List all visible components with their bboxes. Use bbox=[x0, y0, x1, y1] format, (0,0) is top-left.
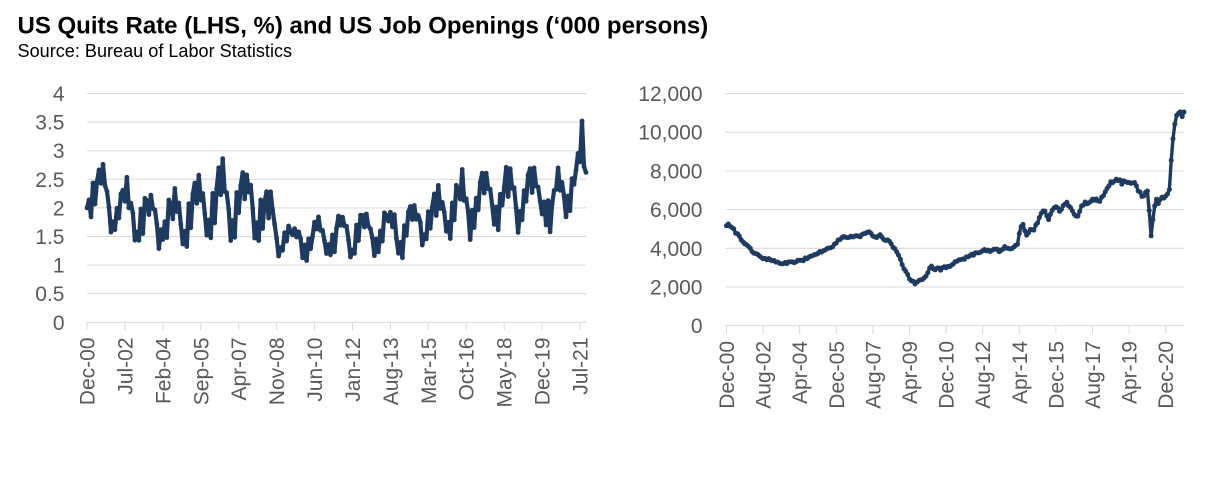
svg-text:2,000: 2,000 bbox=[650, 277, 703, 300]
svg-text:Jan-12: Jan-12 bbox=[342, 338, 365, 402]
svg-text:Aug-13: Aug-13 bbox=[380, 338, 403, 406]
svg-text:1.5: 1.5 bbox=[35, 226, 64, 249]
svg-text:Mar-15: Mar-15 bbox=[418, 338, 441, 405]
svg-text:Oct-16: Oct-16 bbox=[456, 338, 479, 401]
svg-text:US Quits Rate (LHS, %) and US: US Quits Rate (LHS, %) and US Job Openin… bbox=[18, 13, 709, 40]
svg-text:1: 1 bbox=[53, 255, 65, 278]
svg-text:3: 3 bbox=[53, 140, 65, 163]
svg-text:Dec-05: Dec-05 bbox=[826, 341, 849, 409]
svg-text:2.5: 2.5 bbox=[35, 169, 64, 192]
svg-text:Dec-19: Dec-19 bbox=[532, 338, 555, 406]
svg-text:Jul-21: Jul-21 bbox=[570, 338, 593, 395]
svg-text:Jul-02: Jul-02 bbox=[114, 338, 137, 395]
svg-text:May-18: May-18 bbox=[494, 338, 517, 408]
svg-text:Apr-07: Apr-07 bbox=[228, 338, 251, 401]
svg-text:Jun-10: Jun-10 bbox=[304, 338, 327, 402]
svg-text:10,000: 10,000 bbox=[638, 122, 702, 145]
svg-text:Sep-05: Sep-05 bbox=[190, 338, 213, 406]
svg-text:Dec-15: Dec-15 bbox=[1045, 341, 1068, 409]
svg-text:Dec-00: Dec-00 bbox=[77, 338, 100, 406]
svg-text:4,000: 4,000 bbox=[650, 238, 703, 261]
svg-text:0.5: 0.5 bbox=[35, 283, 64, 306]
svg-text:Apr-19: Apr-19 bbox=[1119, 341, 1142, 404]
svg-text:Aug-12: Aug-12 bbox=[972, 341, 995, 409]
svg-text:8,000: 8,000 bbox=[650, 160, 703, 183]
svg-text:Apr-09: Apr-09 bbox=[899, 341, 922, 404]
svg-text:Apr-14: Apr-14 bbox=[1009, 341, 1032, 404]
svg-text:Aug-02: Aug-02 bbox=[753, 341, 776, 409]
svg-text:Aug-07: Aug-07 bbox=[862, 341, 885, 409]
svg-text:2: 2 bbox=[53, 197, 65, 220]
svg-text:Aug-17: Aug-17 bbox=[1082, 341, 1105, 409]
svg-text:4: 4 bbox=[53, 83, 65, 106]
svg-text:3.5: 3.5 bbox=[35, 112, 64, 135]
svg-text:0: 0 bbox=[691, 315, 703, 338]
svg-text:Dec-10: Dec-10 bbox=[936, 341, 959, 409]
svg-text:Feb-04: Feb-04 bbox=[152, 337, 175, 404]
svg-text:6,000: 6,000 bbox=[650, 199, 703, 222]
svg-text:0: 0 bbox=[53, 312, 65, 335]
svg-text:Dec-20: Dec-20 bbox=[1155, 341, 1178, 409]
svg-text:Source: Bureau of Labor Statis: Source: Bureau of Labor Statistics bbox=[18, 41, 293, 61]
svg-text:Apr-04: Apr-04 bbox=[789, 341, 812, 404]
svg-text:Nov-08: Nov-08 bbox=[266, 338, 289, 406]
svg-text:12,000: 12,000 bbox=[638, 83, 702, 106]
svg-text:Dec-00: Dec-00 bbox=[716, 341, 739, 409]
